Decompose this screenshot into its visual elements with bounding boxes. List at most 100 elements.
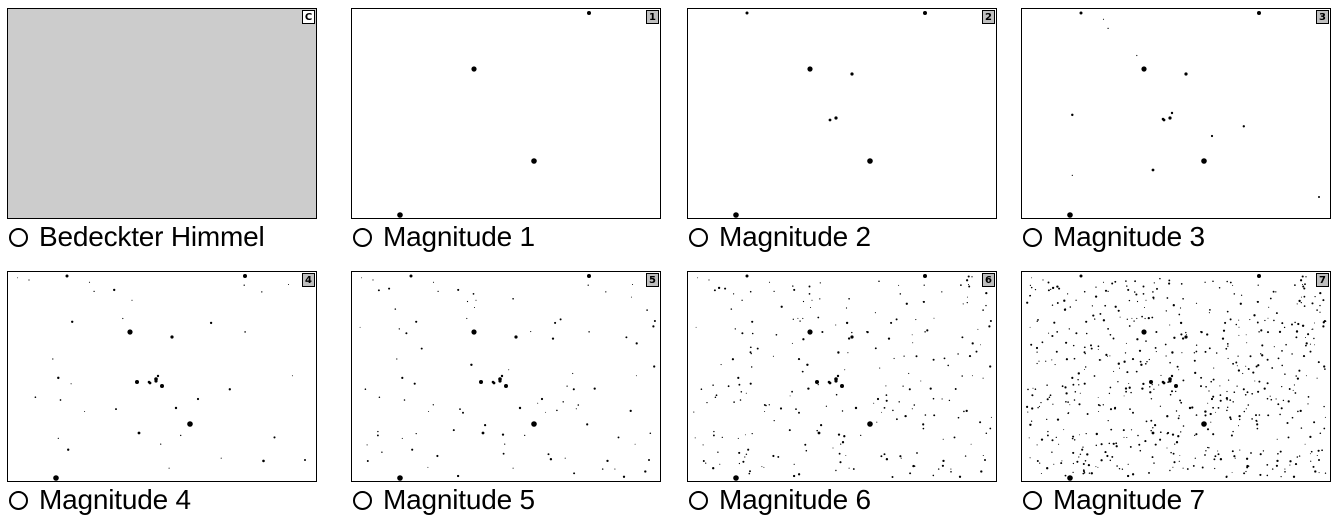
star bbox=[911, 334, 913, 336]
radio-button[interactable] bbox=[689, 227, 708, 247]
level-badge: C bbox=[302, 10, 315, 24]
star bbox=[1052, 403, 1054, 405]
option-magnitude-1-card[interactable]: 1 Magnitude 1 bbox=[351, 8, 661, 258]
star bbox=[989, 365, 992, 368]
star bbox=[1095, 286, 1097, 288]
star bbox=[1065, 341, 1068, 344]
sky-preview-magnitude-1[interactable]: 1 bbox=[351, 8, 661, 219]
star bbox=[1322, 325, 1325, 328]
star bbox=[1109, 386, 1112, 389]
star bbox=[982, 377, 984, 379]
star bbox=[1067, 401, 1069, 403]
star bbox=[751, 332, 754, 335]
sky-preview-magnitude-7[interactable]: 7 bbox=[1021, 271, 1331, 482]
sky-preview-overcast[interactable]: C bbox=[7, 8, 317, 219]
star bbox=[717, 451, 719, 453]
radio-button[interactable] bbox=[1023, 227, 1042, 247]
star bbox=[1295, 336, 1298, 339]
star bbox=[1126, 285, 1128, 287]
star bbox=[361, 277, 363, 279]
star bbox=[1147, 316, 1150, 320]
option-magnitude-7-card[interactable]: 7 Magnitude 7 bbox=[1021, 271, 1331, 521]
option-magnitude-2-card[interactable]: 2 Magnitude 2 bbox=[687, 8, 997, 258]
option-magnitude-3-card[interactable]: 3 Magnitude 3 bbox=[1021, 8, 1331, 258]
star bbox=[797, 473, 801, 476]
star bbox=[922, 301, 924, 303]
star bbox=[653, 365, 656, 368]
radio-option-overcast[interactable]: Bedeckter Himmel bbox=[7, 220, 265, 254]
radio-option-magnitude-5[interactable]: Magnitude 5 bbox=[351, 483, 535, 517]
star bbox=[1114, 305, 1117, 308]
star bbox=[1127, 463, 1129, 465]
star bbox=[1098, 411, 1100, 412]
star bbox=[695, 326, 697, 328]
star bbox=[1299, 409, 1302, 413]
star bbox=[1285, 343, 1287, 346]
star bbox=[1144, 317, 1146, 320]
star bbox=[968, 285, 971, 288]
sky-preview-magnitude-3[interactable]: 3 bbox=[1021, 8, 1331, 219]
star bbox=[912, 342, 914, 344]
radio-button[interactable] bbox=[1023, 490, 1042, 510]
radio-option-magnitude-7[interactable]: Magnitude 7 bbox=[1021, 483, 1205, 517]
star bbox=[1178, 313, 1181, 316]
star bbox=[916, 452, 918, 454]
sky-preview-magnitude-4[interactable]: 4 bbox=[7, 271, 317, 482]
star bbox=[1215, 352, 1218, 354]
star bbox=[287, 283, 290, 286]
sky-preview-magnitude-2[interactable]: 2 bbox=[687, 8, 997, 219]
star bbox=[817, 431, 821, 435]
star bbox=[843, 435, 846, 438]
sky-preview-magnitude-6[interactable]: 6 bbox=[687, 271, 997, 482]
radio-button[interactable] bbox=[9, 227, 28, 247]
option-magnitude-5-card[interactable]: 5 Magnitude 5 bbox=[351, 271, 661, 521]
star bbox=[1324, 416, 1326, 418]
star bbox=[805, 449, 808, 452]
star bbox=[902, 385, 904, 387]
star bbox=[378, 396, 381, 398]
radio-button[interactable] bbox=[689, 490, 708, 510]
star bbox=[1040, 401, 1042, 404]
star bbox=[1304, 443, 1306, 445]
radio-button[interactable] bbox=[353, 490, 372, 510]
star bbox=[1323, 365, 1326, 368]
star bbox=[1138, 349, 1142, 352]
star bbox=[780, 305, 783, 308]
option-magnitude-6-card[interactable]: 6 Magnitude 6 bbox=[687, 271, 997, 521]
star bbox=[484, 424, 487, 427]
radio-option-magnitude-6[interactable]: Magnitude 6 bbox=[687, 483, 871, 517]
star bbox=[1049, 394, 1052, 397]
option-magnitude-4-card[interactable]: 4 Magnitude 4 bbox=[7, 271, 317, 521]
star bbox=[834, 116, 838, 120]
star bbox=[1065, 358, 1069, 361]
star bbox=[1097, 348, 1099, 350]
star bbox=[1068, 328, 1070, 330]
star bbox=[1225, 396, 1229, 400]
star bbox=[530, 331, 532, 333]
star bbox=[1074, 391, 1077, 393]
star bbox=[773, 290, 775, 293]
star bbox=[1302, 355, 1306, 358]
radio-option-magnitude-1[interactable]: Magnitude 1 bbox=[351, 220, 535, 254]
radio-button[interactable] bbox=[353, 227, 372, 247]
star bbox=[961, 375, 963, 377]
star bbox=[1300, 296, 1302, 298]
star bbox=[1114, 406, 1117, 409]
star bbox=[1038, 360, 1040, 362]
star bbox=[1109, 408, 1113, 411]
radio-option-magnitude-2[interactable]: Magnitude 2 bbox=[687, 220, 871, 254]
option-overcast-card[interactable]: C Bedeckter Himmel bbox=[7, 8, 317, 258]
star bbox=[479, 380, 483, 384]
star bbox=[876, 397, 880, 401]
star bbox=[1039, 462, 1041, 464]
radio-option-magnitude-4[interactable]: Magnitude 4 bbox=[7, 483, 191, 517]
star bbox=[1099, 312, 1102, 315]
star bbox=[1242, 125, 1245, 128]
sky-preview-magnitude-5[interactable]: 5 bbox=[351, 271, 661, 482]
star bbox=[1204, 410, 1207, 413]
star bbox=[1212, 395, 1215, 398]
star bbox=[1310, 460, 1312, 462]
radio-option-magnitude-3[interactable]: Magnitude 3 bbox=[1021, 220, 1205, 254]
radio-button[interactable] bbox=[9, 490, 28, 510]
star bbox=[966, 296, 968, 298]
